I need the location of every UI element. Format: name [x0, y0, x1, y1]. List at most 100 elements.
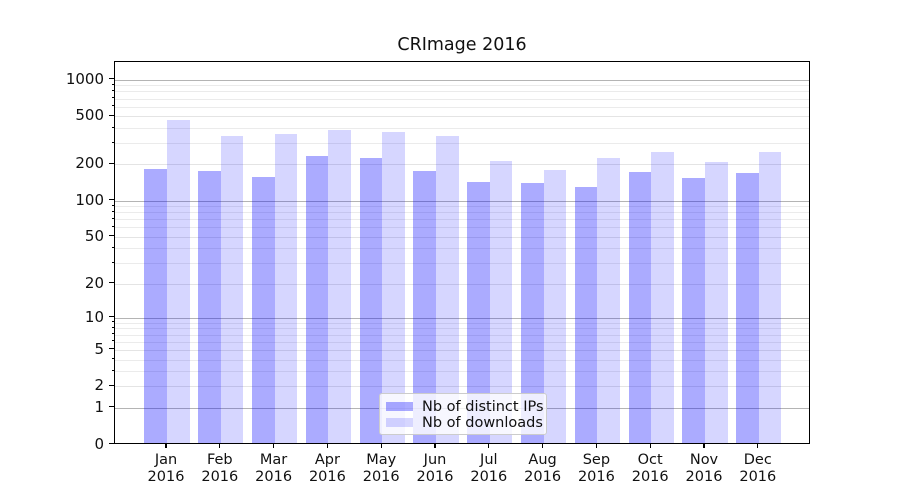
x-tick-label-sep: Sep 2016 — [577, 452, 615, 485]
minor-gridline-400 — [115, 128, 809, 130]
y-tick-mark-20 — [109, 282, 114, 284]
y-tick-mark-200 — [109, 162, 114, 165]
x-tick-label-nov: Nov 2016 — [685, 452, 723, 485]
y-tick-label-2: 2 — [94, 376, 104, 395]
x-tick-mark-apr — [326, 443, 328, 448]
gridline-200 — [115, 164, 809, 166]
x-tick-mark-mar — [273, 443, 275, 448]
minor-gridline-7 — [115, 334, 809, 336]
legend-label-distinct-ips: Nb of distinct IPs — [422, 398, 544, 415]
y-tick-label-1000: 1000 — [65, 69, 104, 88]
y-minor-tick-mark-8 — [111, 326, 114, 328]
bar-nb-of-distinct-ips-sep — [574, 186, 598, 444]
y-tick-mark-100 — [109, 199, 114, 201]
bar-nb-of-downloads-jul — [489, 161, 513, 444]
x-tick-label-feb: Feb 2016 — [201, 452, 239, 485]
y-minor-tick-mark-60 — [111, 225, 114, 227]
bar-nb-of-distinct-ips-dec — [736, 173, 759, 444]
x-tick-mark-jun — [434, 443, 436, 448]
y-minor-tick-mark-70 — [111, 217, 114, 219]
plot-area — [114, 61, 810, 444]
x-tick-label-jun: Jun 2016 — [416, 452, 454, 485]
gridline-5 — [115, 349, 809, 351]
x-tick-label-mar: Mar 2016 — [255, 452, 293, 485]
x-tick-mark-nov — [703, 443, 705, 448]
x-tick-label-may: May 2016 — [362, 452, 400, 485]
x-tick-mark-dec — [757, 443, 759, 448]
bar-nb-of-distinct-ips-feb — [198, 170, 221, 444]
minor-gridline-700 — [115, 98, 809, 100]
minor-gridline-300 — [115, 143, 809, 145]
y-minor-tick-mark-40 — [111, 246, 114, 248]
y-minor-tick-mark-300 — [111, 141, 114, 143]
bar-nb-of-downloads-may — [382, 131, 405, 444]
minor-gridline-4 — [115, 359, 809, 361]
minor-gridline-8 — [115, 328, 809, 330]
x-tick-mark-oct — [649, 443, 651, 448]
y-minor-tick-mark-7 — [111, 333, 114, 335]
y-tick-label-0: 0 — [94, 434, 104, 453]
bar-nb-of-distinct-ips-jan — [144, 168, 167, 444]
x-tick-mark-jul — [488, 443, 490, 448]
legend-swatch-downloads-icon — [386, 417, 413, 428]
gridline-1000 — [115, 79, 809, 81]
gridline-100 — [115, 200, 809, 202]
bar-nb-of-downloads-dec — [758, 152, 782, 444]
gridline-50 — [115, 236, 809, 238]
bar-nb-of-downloads-mar — [274, 133, 298, 444]
minor-gridline-90 — [115, 206, 809, 208]
y-tick-mark-1000 — [109, 78, 114, 80]
legend-label-downloads: Nb of downloads — [422, 414, 543, 431]
y-tick-mark-50 — [109, 235, 114, 237]
minor-gridline-9 — [115, 322, 809, 324]
bar-nb-of-distinct-ips-apr — [305, 156, 329, 444]
bar-nb-of-downloads-sep — [597, 157, 621, 444]
bar-nb-of-distinct-ips-jun — [413, 170, 436, 444]
bar-nb-of-downloads-jun — [436, 136, 459, 444]
minor-gridline-70 — [115, 219, 809, 221]
x-tick-mark-sep — [595, 443, 597, 448]
bar-nb-of-downloads-apr — [328, 130, 352, 444]
y-minor-tick-mark-80 — [111, 210, 114, 212]
y-minor-tick-mark-6 — [111, 340, 114, 342]
bar-nb-of-downloads-feb — [220, 136, 244, 444]
gridline-2 — [115, 386, 809, 388]
chart-title: CRImage 2016 — [397, 35, 527, 55]
bar-nb-of-downloads-jan — [167, 119, 190, 444]
y-minor-tick-mark-90 — [111, 204, 114, 206]
y-minor-tick-mark-3 — [111, 369, 114, 371]
gridline-20 — [115, 283, 809, 285]
legend-swatch-distinct-ips-icon — [386, 401, 413, 412]
minor-gridline-800 — [115, 91, 809, 93]
bar-nb-of-distinct-ips-aug — [520, 183, 544, 444]
y-tick-label-200: 200 — [75, 154, 104, 173]
y-minor-tick-mark-700 — [111, 97, 114, 99]
y-minor-tick-mark-600 — [111, 105, 114, 107]
x-tick-mark-may — [380, 443, 382, 448]
legend: Nb of distinct IPs Nb of downloads — [379, 392, 547, 435]
x-tick-label-aug: Aug 2016 — [524, 452, 562, 485]
bar-nb-of-distinct-ips-oct — [628, 171, 652, 444]
bar-nb-of-downloads-aug — [543, 169, 567, 444]
bar-nb-of-distinct-ips-mar — [251, 176, 275, 444]
x-tick-mark-feb — [219, 443, 221, 448]
y-tick-label-50: 50 — [84, 226, 104, 245]
y-tick-mark-0 — [109, 442, 114, 445]
minor-gridline-6 — [115, 341, 809, 343]
gridline-500 — [115, 116, 809, 118]
gridline-10 — [115, 317, 809, 320]
y-tick-label-100: 100 — [75, 190, 104, 209]
x-tick-mark-aug — [542, 443, 544, 448]
y-tick-mark-500 — [109, 114, 114, 116]
minor-gridline-30 — [115, 263, 809, 265]
x-tick-label-dec: Dec 2016 — [739, 452, 777, 485]
minor-gridline-3 — [115, 371, 809, 373]
y-tick-label-500: 500 — [75, 106, 104, 125]
legend-item-distinct-ips: Nb of distinct IPs — [386, 399, 544, 415]
minor-gridline-60 — [115, 227, 809, 229]
y-tick-mark-5 — [109, 348, 114, 350]
y-minor-tick-mark-4 — [111, 358, 114, 360]
minor-gridline-80 — [115, 212, 809, 214]
y-tick-label-1: 1 — [94, 397, 104, 416]
